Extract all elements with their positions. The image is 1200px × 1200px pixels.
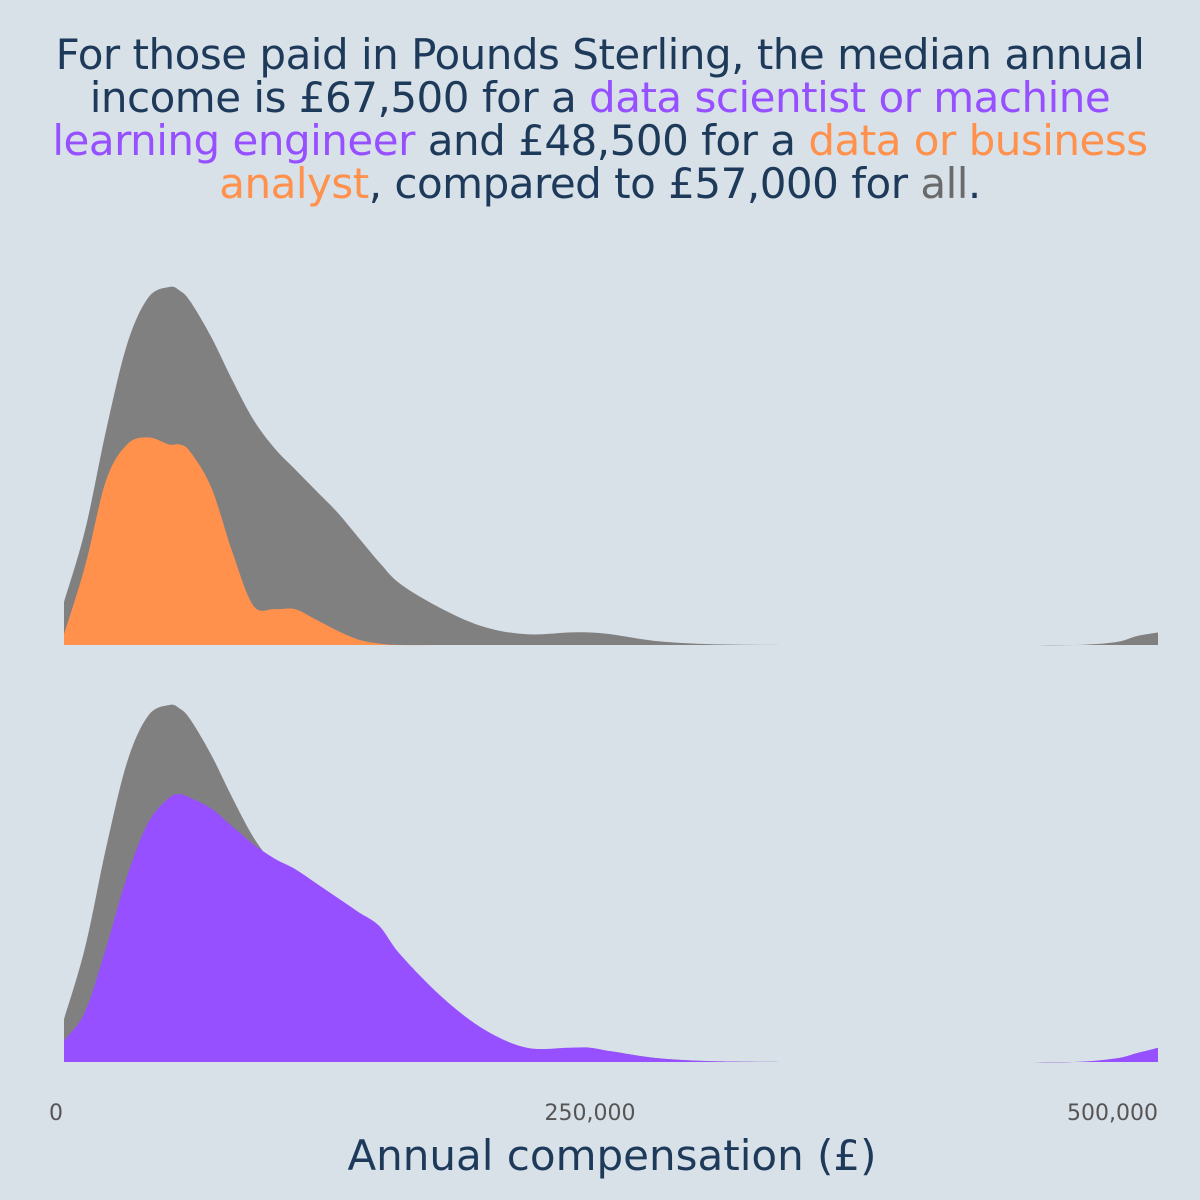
data-analyst-panel — [64, 286, 1158, 646]
title-text-3: , compared to £57,000 for — [368, 159, 921, 208]
title-text-2: and £48,500 for a — [414, 116, 809, 165]
data-scientist-density-area — [64, 794, 1158, 1063]
title-all-label: all — [920, 159, 968, 208]
x-axis-ticks: 0 250,000 500,000 — [49, 1101, 1158, 1126]
x-tick-label: 500,000 — [1067, 1101, 1158, 1126]
title-text-4: . — [967, 159, 981, 208]
title-data-analyst-label: data or business analyst — [219, 116, 1148, 208]
title-data-scientist-label: data scientist or machine learning engin… — [52, 73, 1111, 165]
x-tick-label: 0 — [49, 1101, 63, 1126]
x-tick-label: 250,000 — [544, 1101, 635, 1126]
title-text-1: For those paid in Pounds Sterling, the m… — [55, 30, 1145, 122]
data-scientist-panel — [64, 704, 1158, 1063]
x-axis-title: Annual compensation (£) — [347, 1131, 876, 1180]
panels — [64, 286, 1158, 1063]
chart-title: For those paid in Pounds Sterling, the m… — [40, 33, 1160, 205]
data-analyst-density-area — [64, 437, 1158, 646]
all-density-area — [64, 286, 1158, 646]
